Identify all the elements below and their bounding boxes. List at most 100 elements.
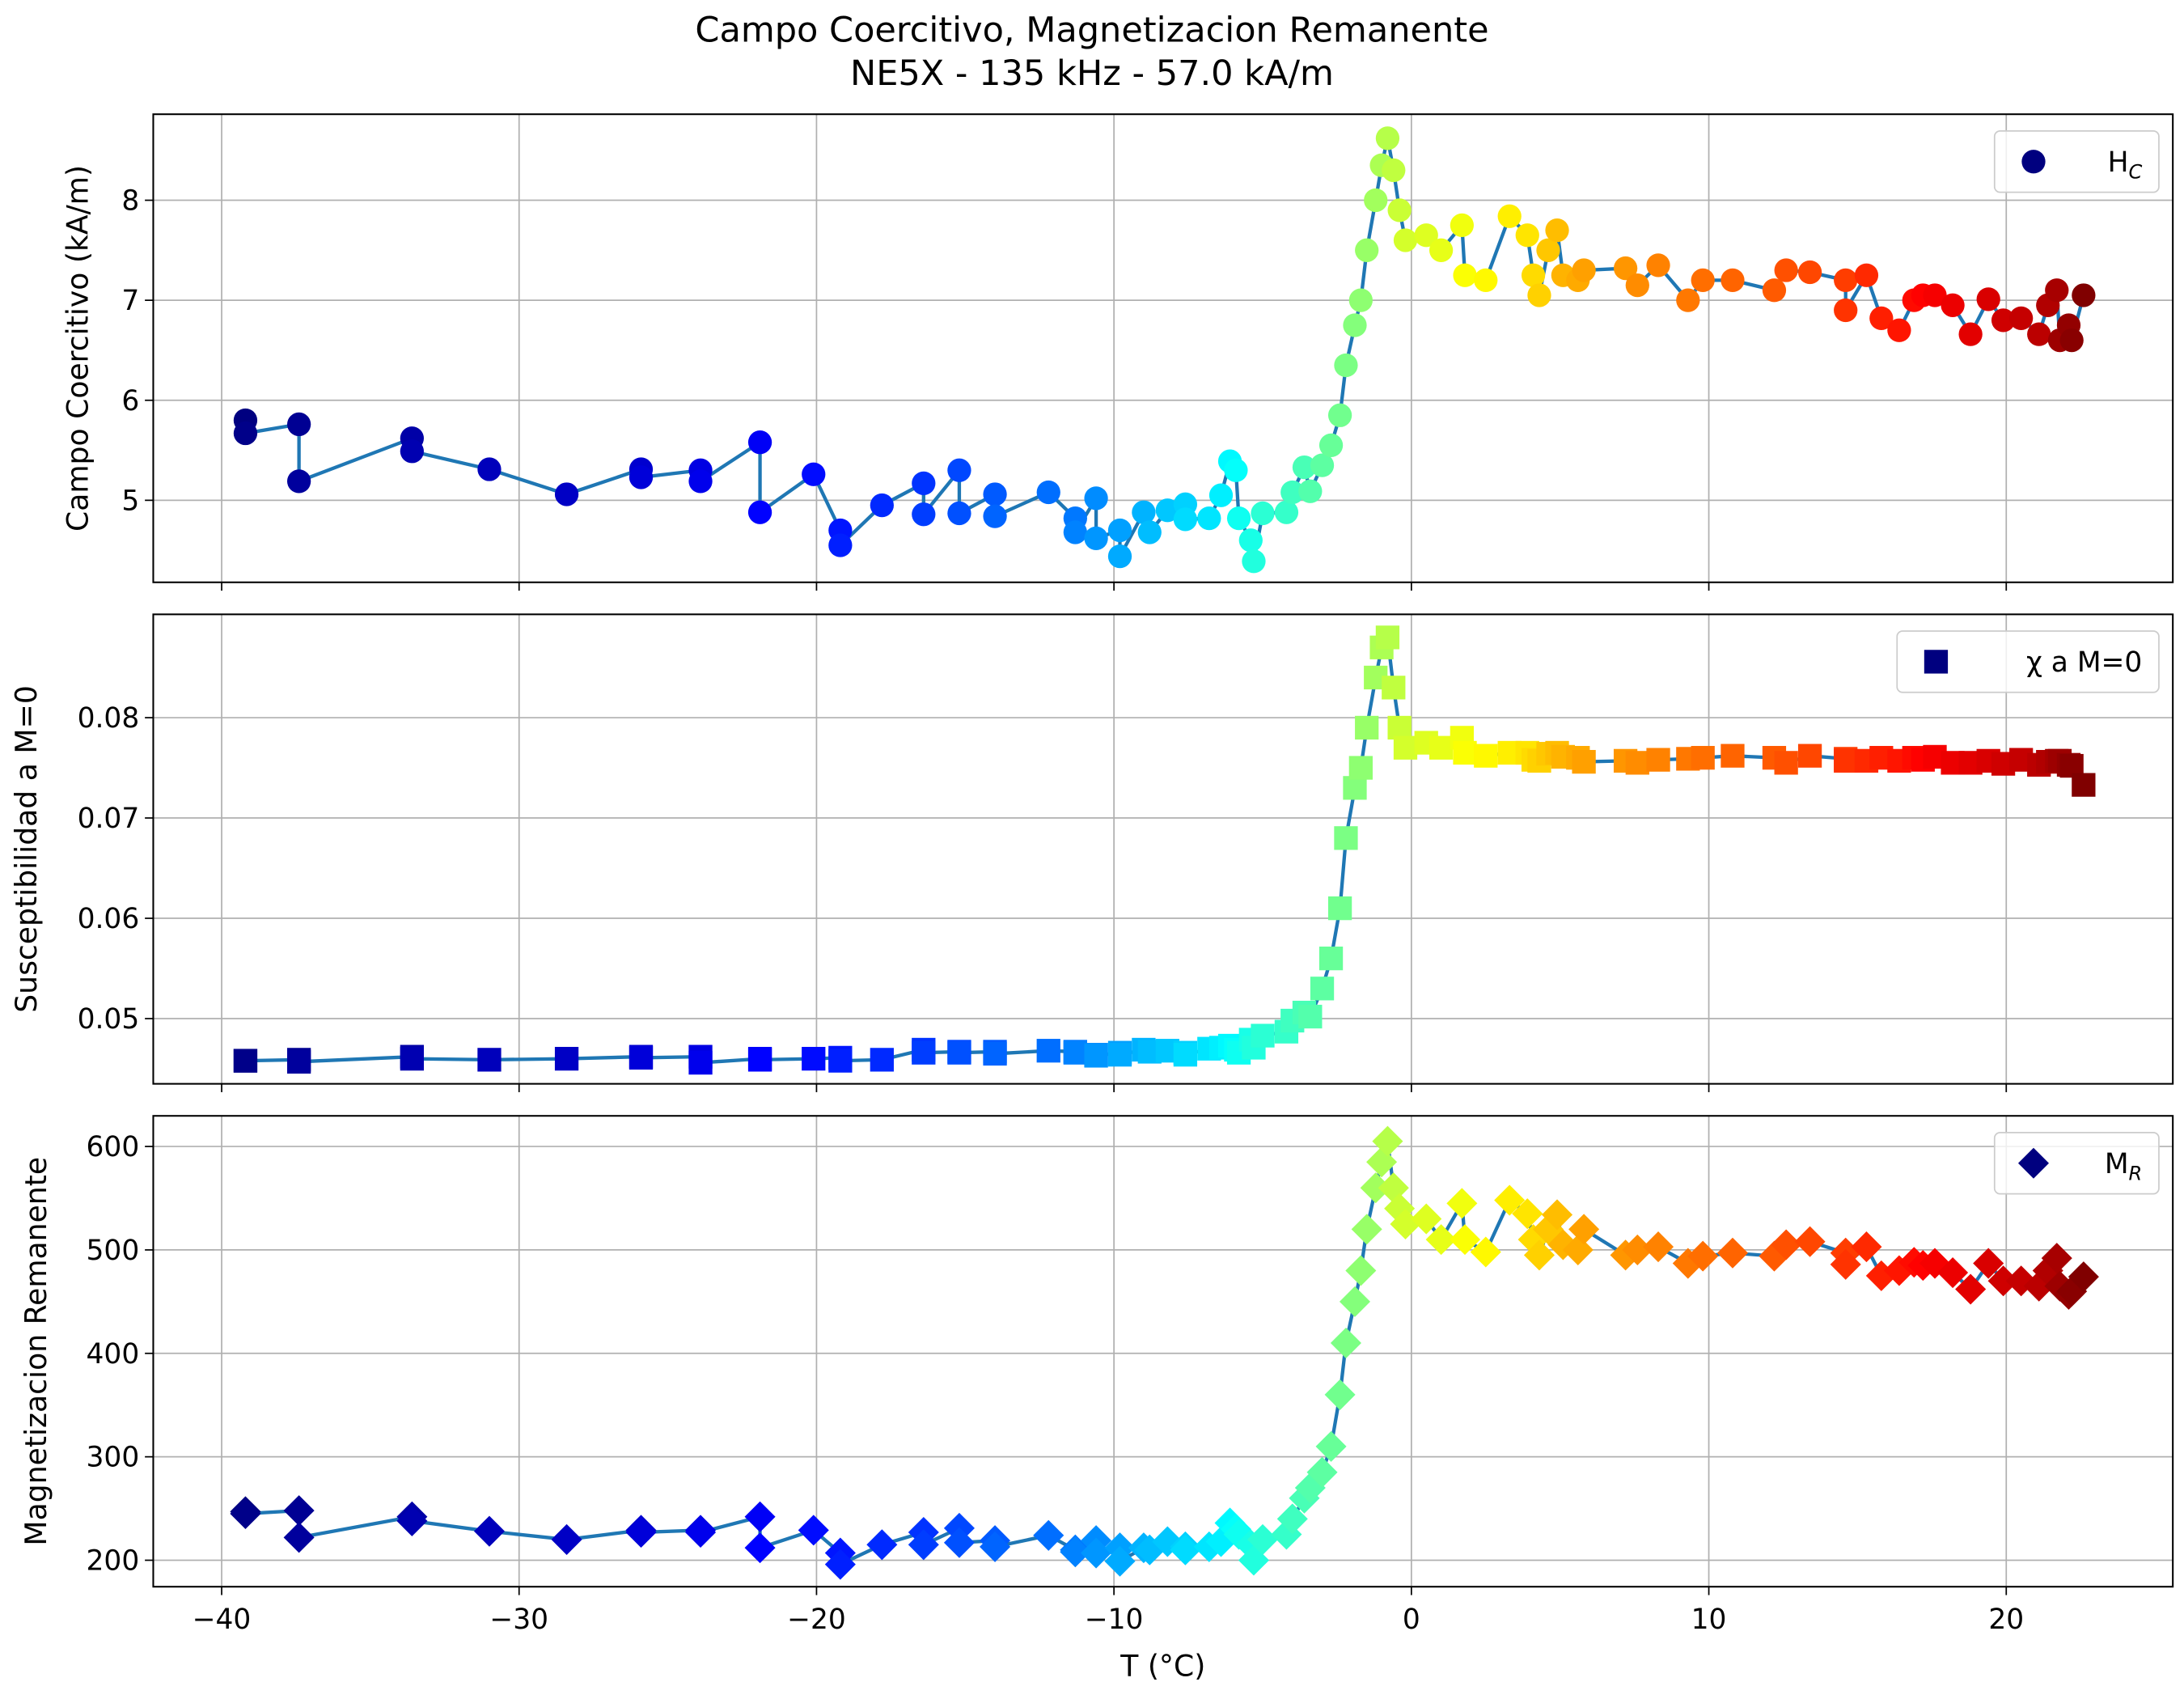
marker [1343,313,1367,337]
marker [1345,1255,1377,1286]
marker [1453,740,1477,765]
y-tick-label: 200 [87,1545,140,1578]
y-tick-label: 0.06 [78,903,140,935]
marker [912,502,936,527]
marker [1063,1040,1087,1065]
marker [1208,483,1234,507]
legend-marker [2021,150,2046,174]
legend-box [1896,630,2160,693]
marker [943,1527,975,1558]
marker [688,469,713,494]
marker [947,501,971,526]
marker [1242,549,1266,574]
marker [1676,288,1700,312]
marker [1372,1125,1403,1157]
marker [1107,1043,1132,1067]
marker [1036,1039,1060,1063]
marker [802,462,826,486]
plot-frame [152,113,2174,583]
marker [747,1048,772,1072]
marker [1355,238,1379,262]
marker [1063,520,1087,544]
marker [1691,746,1715,770]
legend-name: χ a M=0 [2026,646,2142,679]
marker [1446,1188,1478,1219]
subtitle-line: NE5X - 135 kHz - 57.0 kA/m [850,53,1334,94]
marker [477,1048,502,1072]
x-tick-label: 10 [1691,1604,1727,1636]
y-tick-label: 400 [87,1338,140,1371]
marker [1721,744,1745,768]
marker [2045,278,2069,303]
marker [747,500,772,524]
panel: −40 −30 −20 −10 0 10 20 200 300 400 500 600 Magnetiz… [19,1115,2174,1683]
marker [396,1505,428,1536]
marker [1716,1237,1748,1269]
legend-label: HC [2108,146,2143,184]
marker [1033,1519,1064,1551]
marker [1310,977,1335,1001]
marker [908,1529,939,1561]
marker [1762,278,1787,303]
marker [1155,498,1179,523]
y-tick-label: 0.07 [78,803,140,835]
marker [1274,500,1299,524]
marker [1036,480,1060,505]
marker [2059,328,2084,353]
marker [1991,308,2016,333]
marker [1923,283,1947,307]
line [243,138,2085,562]
marker [1474,744,1498,768]
y-tick-label: 0.08 [78,702,140,735]
marker [2027,322,2051,346]
marker [688,1050,713,1075]
marker [1497,204,1522,228]
marker [1382,676,1406,700]
marker [1515,223,1539,248]
marker [947,458,971,482]
marker [1937,1257,1969,1289]
marker [685,1516,717,1548]
marker [1774,751,1798,775]
marker [1794,1226,1826,1257]
marker [230,1498,261,1529]
marker [1246,1523,1279,1555]
legend-subscript: R [2129,1162,2143,1184]
legend-name: H [2108,146,2129,179]
marker [1197,506,1221,531]
x-tick-label: 0 [1403,1604,1420,1636]
x-tick-label: −10 [1085,1604,1144,1636]
marker [2072,773,2096,797]
legend-label: χ a M=0 [2026,646,2142,679]
marker [1306,1456,1338,1488]
marker [1348,756,1373,780]
marker [983,504,1007,528]
marker [1976,287,2000,311]
marker [1625,273,1649,298]
y-tick-label: 8 [121,185,139,218]
marker [870,493,894,518]
marker [1137,520,1162,544]
y-axis-label: Magnetizacion Remanente [19,1157,53,1546]
marker [1625,751,1649,775]
marker [1834,298,1858,323]
marker [1318,433,1344,458]
marker [1834,748,1858,773]
marker [1613,256,1638,281]
marker [554,482,579,506]
marker [1521,263,1546,287]
marker [1132,500,1156,524]
marker [1084,486,1108,511]
marker [1869,306,1894,331]
plot-frame [152,1115,2174,1588]
title-line: Campo Coercitivo, Magnetizacion Remanent… [695,11,1488,51]
marker [1721,268,1745,293]
marker [1955,1273,1987,1305]
marker [1474,268,1498,293]
marker [1797,260,1822,285]
marker [747,430,772,455]
marker [2072,283,2096,307]
y-tick-label: 0.05 [78,1003,140,1036]
